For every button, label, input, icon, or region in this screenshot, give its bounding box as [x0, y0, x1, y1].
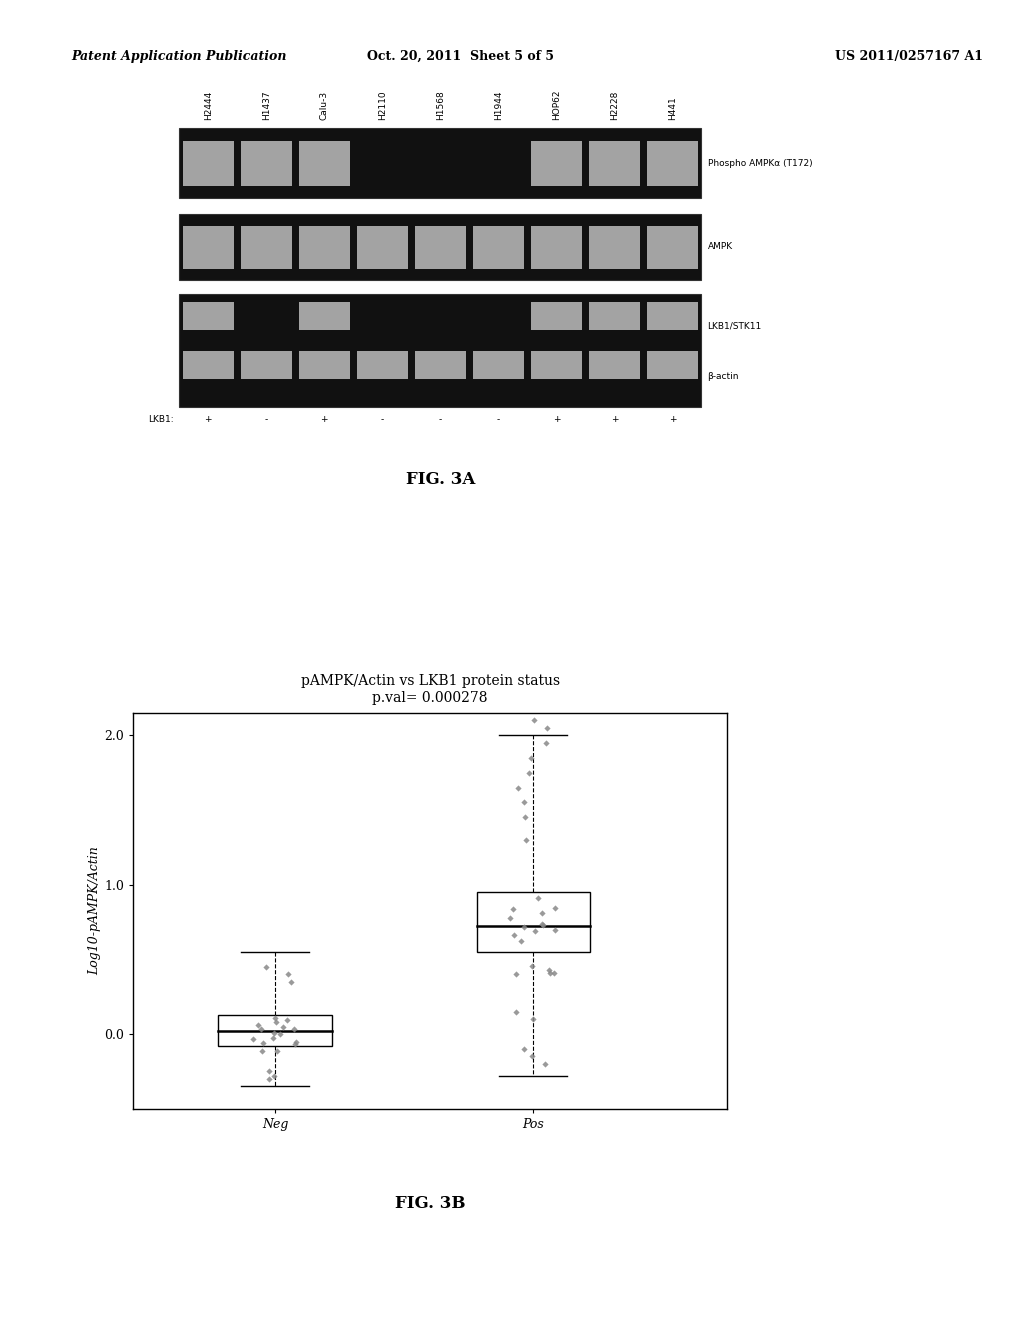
Point	[508, 964, 524, 985]
Point	[266, 1007, 283, 1028]
Point	[539, 717, 555, 738]
Point	[254, 1040, 270, 1061]
Point	[541, 960, 557, 981]
Point	[506, 925, 522, 946]
Text: LKB1/STK11: LKB1/STK11	[708, 321, 762, 330]
Point	[286, 1019, 302, 1040]
Text: β-actin: β-actin	[708, 372, 739, 380]
Point	[516, 916, 532, 937]
Point	[288, 1032, 304, 1053]
Point	[546, 962, 562, 983]
Point	[523, 747, 540, 768]
Point	[547, 919, 563, 940]
Point	[245, 1028, 261, 1049]
Text: H1944: H1944	[494, 91, 503, 120]
FancyBboxPatch shape	[476, 892, 590, 952]
Point	[518, 829, 535, 850]
Point	[266, 1065, 283, 1086]
Point	[502, 907, 518, 928]
Point	[505, 899, 521, 920]
Text: H2228: H2228	[610, 91, 618, 120]
Point	[258, 956, 274, 977]
Point	[265, 1027, 282, 1048]
Point	[521, 762, 538, 783]
Point	[517, 807, 534, 828]
Text: FIG. 3B: FIG. 3B	[395, 1196, 465, 1212]
Point	[524, 1008, 541, 1030]
Point	[513, 931, 529, 952]
Point	[508, 1001, 524, 1022]
Point	[534, 913, 550, 935]
Text: -: -	[497, 416, 500, 424]
Text: H2110: H2110	[378, 91, 387, 120]
Point	[254, 1032, 270, 1053]
Point	[510, 777, 526, 799]
Text: +: +	[321, 416, 328, 424]
Point	[287, 1034, 303, 1055]
Point	[280, 964, 296, 985]
Text: Calu-3: Calu-3	[319, 91, 329, 120]
Point	[526, 920, 543, 941]
Text: H1568: H1568	[436, 90, 444, 120]
Text: +: +	[669, 416, 676, 424]
Point	[279, 1008, 295, 1030]
Point	[547, 898, 563, 919]
Point	[283, 972, 299, 993]
Point	[537, 1053, 553, 1074]
Y-axis label: Log10-pAMPK/Actin: Log10-pAMPK/Actin	[88, 846, 101, 975]
Title: pAMPK/Actin vs LKB1 protein status
p.val= 0.000278: pAMPK/Actin vs LKB1 protein status p.val…	[300, 675, 560, 705]
Point	[535, 902, 551, 923]
Point	[526, 710, 543, 731]
Text: -: -	[438, 416, 442, 424]
Text: -: -	[264, 416, 268, 424]
Point	[250, 1015, 266, 1036]
Point	[523, 1045, 540, 1067]
Point	[261, 1061, 278, 1082]
Text: HOP62: HOP62	[552, 90, 561, 120]
Point	[261, 1068, 278, 1089]
Point	[268, 1011, 285, 1032]
Point	[542, 962, 558, 983]
Text: Oct. 20, 2011  Sheet 5 of 5: Oct. 20, 2011 Sheet 5 of 5	[368, 50, 554, 63]
Text: Patent Application Publication: Patent Application Publication	[72, 50, 287, 63]
Point	[253, 1018, 269, 1039]
Point	[516, 1039, 532, 1060]
Point	[538, 733, 554, 754]
Point	[529, 887, 546, 908]
Text: FIG. 3A: FIG. 3A	[406, 471, 475, 487]
Point	[269, 1040, 286, 1061]
Text: H2444: H2444	[204, 91, 213, 120]
Text: US 2011/0257167 A1: US 2011/0257167 A1	[835, 50, 983, 63]
Text: H441: H441	[668, 96, 677, 120]
Text: +: +	[610, 416, 618, 424]
Text: Phospho AMPKα (T172): Phospho AMPKα (T172)	[708, 158, 812, 168]
Point	[265, 1023, 282, 1044]
Point	[524, 954, 541, 975]
FancyBboxPatch shape	[218, 1015, 332, 1045]
Point	[274, 1016, 291, 1038]
Text: +: +	[205, 416, 212, 424]
Text: -: -	[381, 416, 384, 424]
Text: LKB1:: LKB1:	[148, 416, 174, 424]
Point	[271, 1024, 288, 1045]
Text: +: +	[553, 416, 560, 424]
Text: AMPK: AMPK	[708, 243, 733, 251]
Point	[535, 915, 551, 936]
Point	[516, 792, 532, 813]
Text: H1437: H1437	[262, 91, 270, 120]
